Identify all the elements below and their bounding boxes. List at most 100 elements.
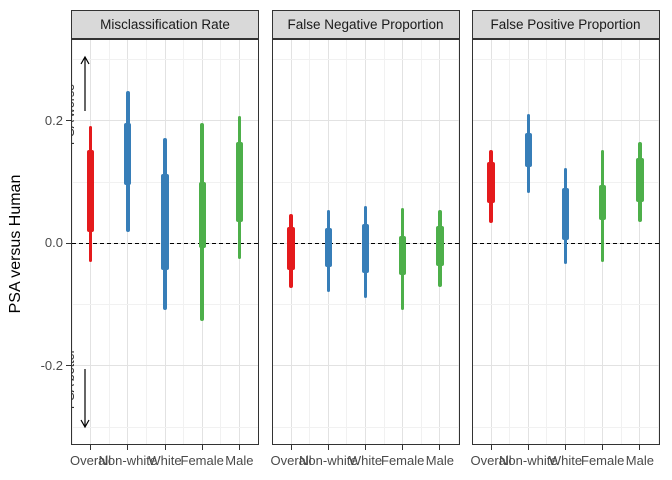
gridline-vertical-minor: [546, 40, 548, 444]
x-tick-mark: [290, 445, 292, 450]
gridline-vertical-major: [127, 40, 129, 444]
y-tick-label: 0.0: [44, 235, 63, 251]
gridline-vertical-minor: [583, 40, 585, 444]
gridline-vertical-minor: [309, 40, 311, 444]
interval-inner: [487, 161, 495, 204]
gridline-vertical-minor: [472, 40, 473, 444]
annotation-psa-better: PSA better: [71, 349, 77, 409]
x-tick-mark: [602, 445, 604, 450]
interval-inner: [636, 158, 644, 202]
gridline-vertical-minor: [108, 40, 110, 444]
x-tick-mark: [201, 445, 203, 450]
y-tick-mark: [66, 120, 71, 122]
x-axis-label: White: [348, 453, 383, 468]
panel-misclassification: PSA worse PSA better: [71, 39, 259, 445]
gridline-horizontal-major: [72, 365, 258, 367]
interval-inner: [399, 235, 407, 276]
gridline-vertical-minor: [658, 40, 659, 444]
facet-strip-misclassification: Misclassification Rate: [71, 10, 259, 39]
interval-inner: [599, 185, 607, 220]
gridline-horizontal-minor: [272, 304, 459, 306]
gridline-horizontal-minor: [272, 58, 459, 60]
x-axis-label: Female: [180, 453, 224, 468]
gridline-horizontal-minor: [472, 304, 659, 306]
x-axis-label: Overall: [470, 453, 512, 468]
gridline-horizontal-major: [472, 120, 659, 122]
gridline-vertical-minor: [383, 40, 385, 444]
x-axis-label: Overall: [70, 453, 112, 468]
gridline-horizontal-minor: [272, 181, 459, 183]
gridline-horizontal-minor: [272, 426, 459, 428]
interval-inner: [361, 224, 370, 274]
x-tick-mark: [639, 445, 641, 450]
x-axis-label: Non-white: [299, 453, 358, 468]
y-tick-label: 0.2: [44, 112, 63, 128]
interval-inner: [86, 150, 95, 232]
x-axis-label: Male: [625, 453, 654, 468]
x-axis-label: White: [148, 453, 182, 468]
interval-inner: [524, 132, 532, 167]
strip-label: Misclassification Rate: [100, 17, 230, 32]
x-axis-label: Overall: [270, 453, 312, 468]
y-tick-mark: [66, 242, 71, 244]
gridline-vertical-minor: [220, 40, 222, 444]
x-axis-label: Female: [381, 453, 425, 468]
x-axis-label: White: [548, 453, 583, 468]
gridline-vertical-minor: [72, 40, 73, 444]
interval-inner: [235, 141, 244, 223]
gridline-vertical-major: [639, 40, 641, 444]
gridline-vertical-minor: [420, 40, 422, 444]
gridline-horizontal-major: [472, 365, 659, 367]
x-tick-mark: [238, 445, 240, 450]
x-tick-mark: [527, 445, 529, 450]
x-tick-mark: [402, 445, 404, 450]
x-axis-label: Non-white: [98, 453, 158, 468]
gridline-vertical-minor: [458, 40, 459, 444]
facet-strip-false-positive: False Positive Proportion: [471, 10, 660, 39]
gridline-horizontal-minor: [72, 426, 258, 428]
y-axis-title: PSA versus Human: [7, 174, 24, 314]
annotation-psa-worse: PSA worse: [71, 83, 77, 145]
x-axis-label: Non-white: [499, 453, 558, 468]
interval-inner: [436, 226, 444, 266]
x-tick-mark: [565, 445, 566, 450]
strip-label: False Negative Proportion: [287, 17, 444, 32]
gridline-vertical-minor: [620, 40, 622, 444]
gridline-vertical-minor: [183, 40, 185, 444]
x-tick-mark: [365, 445, 366, 450]
gridline-horizontal-major: [272, 365, 459, 367]
gridline-vertical-minor: [145, 40, 147, 444]
x-tick-mark: [90, 445, 92, 450]
up-arrow-icon: [80, 55, 90, 111]
strip-label: False Positive Proportion: [490, 17, 641, 32]
interval-inner: [198, 182, 206, 249]
x-tick-mark: [439, 445, 441, 450]
x-tick-mark: [327, 445, 329, 450]
gridline-vertical-minor: [509, 40, 511, 444]
x-tick-mark: [490, 445, 492, 450]
facet-strip-false-negative: False Negative Proportion: [271, 10, 460, 39]
gridline-horizontal-minor: [472, 58, 659, 60]
interval-inner: [287, 226, 295, 271]
x-tick-mark: [164, 445, 166, 450]
gridline-horizontal-minor: [472, 426, 659, 428]
panel-false-negative: [271, 39, 460, 445]
x-axis-label: Female: [581, 453, 625, 468]
gridline-horizontal-minor: [72, 58, 258, 60]
panel-false-positive: [471, 39, 660, 445]
gridline-vertical-minor: [346, 40, 348, 444]
gridline-vertical-major: [490, 40, 492, 444]
gridline-vertical-minor: [272, 40, 273, 444]
x-axis-label: Male: [425, 453, 454, 468]
interval-inner: [324, 227, 332, 267]
x-axis-label: Male: [225, 453, 254, 468]
y-tick-mark: [66, 365, 71, 367]
gridline-vertical-minor: [257, 40, 258, 444]
interval-inner: [161, 174, 169, 271]
gridline-horizontal-major: [272, 120, 459, 122]
gridline-horizontal-major: [72, 120, 258, 122]
y-tick-label: -0.2: [40, 357, 63, 373]
x-tick-mark: [127, 445, 129, 450]
interval-inner: [124, 123, 132, 186]
